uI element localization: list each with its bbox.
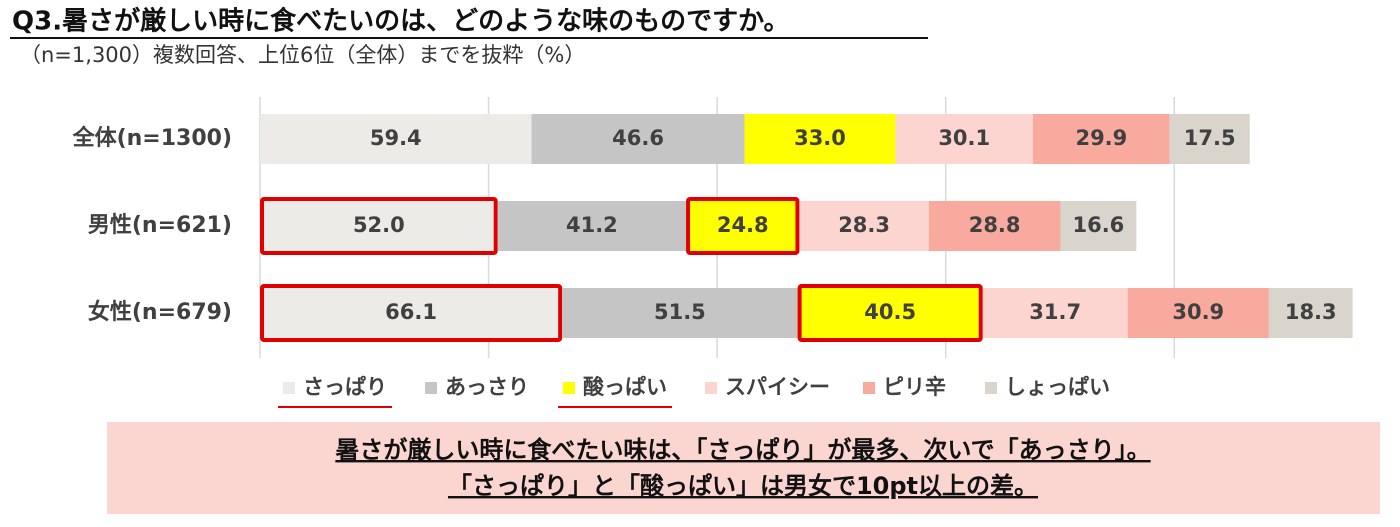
value-label: 59.4 bbox=[370, 126, 422, 150]
legend-swatch bbox=[863, 382, 875, 394]
legend-swatch bbox=[425, 382, 437, 394]
bar-segment bbox=[797, 288, 983, 338]
chart-title: Q3.暑さが厳しい時に食べたいのは、どのような味のものですか。 bbox=[12, 6, 790, 37]
bar-segment bbox=[799, 201, 929, 251]
bar-segment bbox=[1033, 114, 1170, 164]
highlight-box bbox=[686, 197, 800, 255]
category-label: 女性(n=679) bbox=[88, 299, 232, 325]
value-label: 16.6 bbox=[1072, 213, 1124, 237]
bar-segment bbox=[1169, 114, 1250, 164]
legend-label: さっぱり bbox=[303, 375, 387, 399]
value-label: 66.1 bbox=[385, 300, 437, 324]
value-label: 40.5 bbox=[864, 300, 916, 324]
bar-segment bbox=[497, 201, 687, 251]
legend-label: しょっぱい bbox=[1005, 375, 1110, 399]
bar-segment bbox=[1127, 288, 1269, 338]
highlight-box bbox=[260, 197, 498, 255]
value-label: 52.0 bbox=[353, 213, 405, 237]
legend-label: ピリ辛 bbox=[883, 375, 946, 399]
value-label: 41.2 bbox=[566, 213, 618, 237]
highlight-box bbox=[797, 284, 983, 342]
value-label: 29.9 bbox=[1075, 126, 1127, 150]
legend-label: あっさり bbox=[445, 375, 529, 399]
legend-label: スパイシー bbox=[725, 375, 830, 399]
bar-segment bbox=[895, 114, 1034, 164]
category-label: 男性(n=621) bbox=[88, 213, 232, 238]
bar-segment bbox=[1268, 288, 1353, 338]
category-label: 全体(n=1300) bbox=[72, 125, 232, 151]
bar-segment bbox=[260, 288, 563, 338]
highlight-box bbox=[260, 284, 563, 342]
legend-swatch bbox=[985, 382, 997, 394]
bar-segment bbox=[982, 288, 1128, 338]
value-label: 18.3 bbox=[1285, 300, 1337, 324]
value-label: 51.5 bbox=[654, 300, 706, 324]
bar-segment bbox=[686, 201, 800, 251]
value-label: 24.8 bbox=[717, 213, 769, 237]
value-label: 17.5 bbox=[1184, 126, 1236, 150]
bar-segment bbox=[1060, 201, 1137, 251]
bar-segment bbox=[531, 114, 745, 164]
legend-swatch bbox=[705, 382, 717, 394]
legend-swatch bbox=[563, 382, 575, 394]
value-label: 46.6 bbox=[612, 126, 664, 150]
bar-segment bbox=[562, 288, 798, 338]
bar-segment bbox=[260, 114, 532, 164]
legend-swatch bbox=[283, 382, 295, 394]
bar-segment bbox=[744, 114, 896, 164]
subtitle: （n=1,300）複数回答、上位6位（全体）までを抜粋（%） bbox=[20, 43, 585, 67]
summary-line: 暑さが厳しい時に食べたい味は、「さっぱり」が最多、次いで「あっさり」。 bbox=[335, 436, 1150, 464]
value-label: 33.0 bbox=[794, 126, 846, 150]
value-label: 31.7 bbox=[1029, 300, 1081, 324]
value-label: 30.1 bbox=[938, 126, 990, 150]
bar-segment bbox=[260, 201, 498, 251]
summary-box bbox=[107, 422, 1380, 514]
value-label: 28.8 bbox=[969, 213, 1021, 237]
value-label: 30.9 bbox=[1172, 300, 1224, 324]
bar-segment bbox=[928, 201, 1061, 251]
value-label: 28.3 bbox=[838, 213, 890, 237]
legend-label: 酸っぱい bbox=[583, 375, 667, 399]
summary-line: 「さっぱり」と「酸っぱい」は男女で10pt以上の差。 bbox=[448, 472, 1038, 500]
